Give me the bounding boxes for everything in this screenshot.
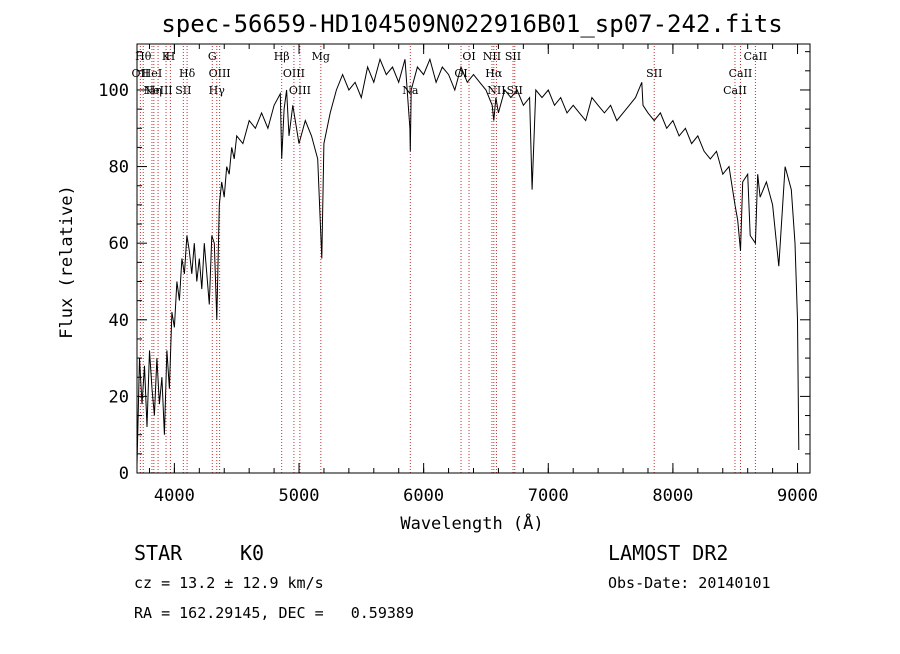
y-axis-ticks: 0 20 40 60 80 100 bbox=[98, 51, 810, 484]
y-tick-label-2: 40 bbox=[109, 311, 129, 331]
line-label-15: Mg bbox=[312, 50, 330, 63]
ra-dec: RA = 162.29145, DEC = 0.59389 bbox=[134, 604, 414, 622]
line-label-19: NII bbox=[483, 50, 501, 63]
x-tick-label-1: 5000 bbox=[279, 486, 320, 506]
line-label-26: CaII bbox=[729, 67, 753, 80]
line-label-14: OIII bbox=[289, 84, 311, 97]
line-label-3: HeI bbox=[142, 67, 162, 80]
y-tick-label-3: 60 bbox=[109, 234, 129, 254]
line-label-17: OI bbox=[454, 67, 467, 80]
line-label-5: K bbox=[162, 50, 171, 63]
y-tick-label-5: 100 bbox=[98, 81, 129, 101]
x-axis-label: Wavelength (Å) bbox=[400, 512, 543, 534]
line-label-13: OIII bbox=[283, 67, 305, 80]
line-label-22: SII bbox=[505, 50, 521, 63]
line-label-25: CaII bbox=[723, 84, 747, 97]
x-tick-label-0: 4000 bbox=[154, 486, 195, 506]
line-label-27: CaII bbox=[744, 50, 768, 63]
y-axis-label: Flux (relative) bbox=[57, 185, 77, 339]
line-label-10: OIII bbox=[209, 67, 231, 80]
line-label-18: OI bbox=[462, 50, 475, 63]
emission-line-markers bbox=[139, 46, 756, 473]
y-tick-label-0: 0 bbox=[119, 464, 129, 484]
object-class: STAR bbox=[134, 541, 183, 565]
x-tick-label-2: 6000 bbox=[403, 486, 444, 506]
line-label-8: SII bbox=[175, 84, 191, 97]
obs-date: Obs-Date: 20140101 bbox=[608, 574, 771, 592]
survey-name: LAMOST DR2 bbox=[608, 541, 729, 565]
line-label-4: NeIII bbox=[143, 84, 172, 97]
line-label-16: Na bbox=[402, 84, 419, 97]
line-label-6: H bbox=[166, 50, 176, 63]
cz-value: cz = 13.2 ± 12.9 km/s bbox=[134, 574, 324, 592]
y-tick-label-4: 80 bbox=[109, 158, 129, 178]
x-tick-label-3: 7000 bbox=[528, 486, 569, 506]
line-label-21: NII bbox=[487, 84, 505, 97]
x-axis-ticks: 4000 5000 6000 7000 8000 9000 bbox=[148, 44, 818, 506]
x-tick-label-4: 8000 bbox=[652, 486, 693, 506]
x-tick-label-5: 9000 bbox=[777, 486, 818, 506]
spectrum-line bbox=[136, 57, 800, 466]
line-label-24: SII bbox=[646, 67, 662, 80]
line-label-20: Hα bbox=[485, 67, 503, 80]
line-label-2: Hη bbox=[146, 84, 162, 97]
object-subclass: K0 bbox=[240, 541, 265, 565]
plot-frame bbox=[136, 43, 811, 474]
y-tick-label-1: 20 bbox=[109, 387, 129, 407]
line-label-12: Hβ bbox=[274, 50, 290, 63]
line-label-7: Hδ bbox=[179, 67, 196, 80]
line-label-0: Hθ bbox=[135, 50, 152, 63]
chart-title: spec-56659-HD104509N022916B01_sp07-242.f… bbox=[161, 10, 782, 38]
line-label-9: G bbox=[208, 50, 217, 63]
line-label-1: OII bbox=[132, 67, 150, 80]
line-label-11: Hγ bbox=[209, 84, 226, 97]
